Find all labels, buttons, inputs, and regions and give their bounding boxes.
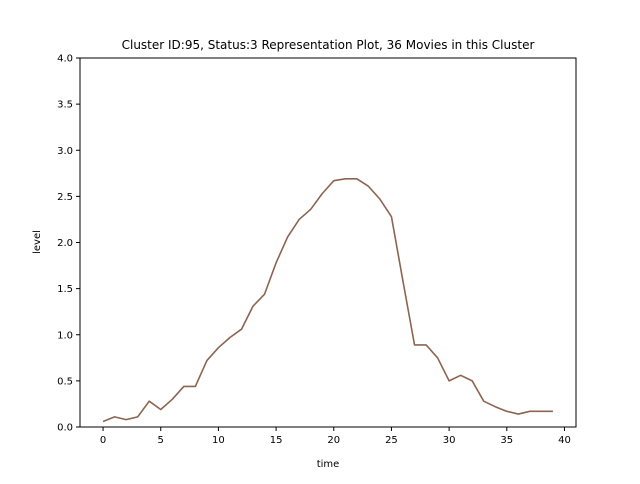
series-line: [102, 178, 553, 423]
x-tick-label: 10: [212, 435, 225, 446]
plot-frame: [79, 57, 577, 428]
x-axis-label: time: [317, 459, 340, 470]
y-tick-label: 3.0: [57, 146, 73, 157]
y-tick-label: 2.5: [57, 192, 73, 203]
x-tick-label: 30: [443, 435, 456, 446]
y-axis-label: level: [32, 230, 43, 254]
x-tick-label: 15: [270, 435, 283, 446]
plot-area: [79, 57, 577, 428]
x-tick-label: 40: [558, 435, 571, 446]
y-tick-label: 1.0: [57, 330, 73, 341]
chart-title: Cluster ID:95, Status:3 Representation P…: [122, 38, 535, 52]
y-tick-label: 4.0: [57, 54, 73, 65]
x-axis: 0 5 10 15 20 25 30 35 40: [100, 427, 571, 446]
y-tick-label: 0.0: [57, 423, 73, 434]
x-tick-label: 5: [158, 435, 164, 446]
x-tick-label: 25: [385, 435, 398, 446]
x-tick-label: 0: [100, 435, 106, 446]
y-axis: 0.0 0.5 1.0 1.5 2.0 2.5 3.0 3.5 4.0: [57, 54, 80, 434]
y-tick-label: 3.5: [57, 100, 73, 111]
x-tick-label: 20: [327, 435, 340, 446]
y-tick-label: 0.5: [57, 376, 73, 387]
series-layer: [102, 178, 553, 423]
y-tick-label: 1.5: [57, 284, 73, 295]
y-tick-label: 2.0: [57, 238, 73, 249]
x-tick-label: 35: [500, 435, 513, 446]
